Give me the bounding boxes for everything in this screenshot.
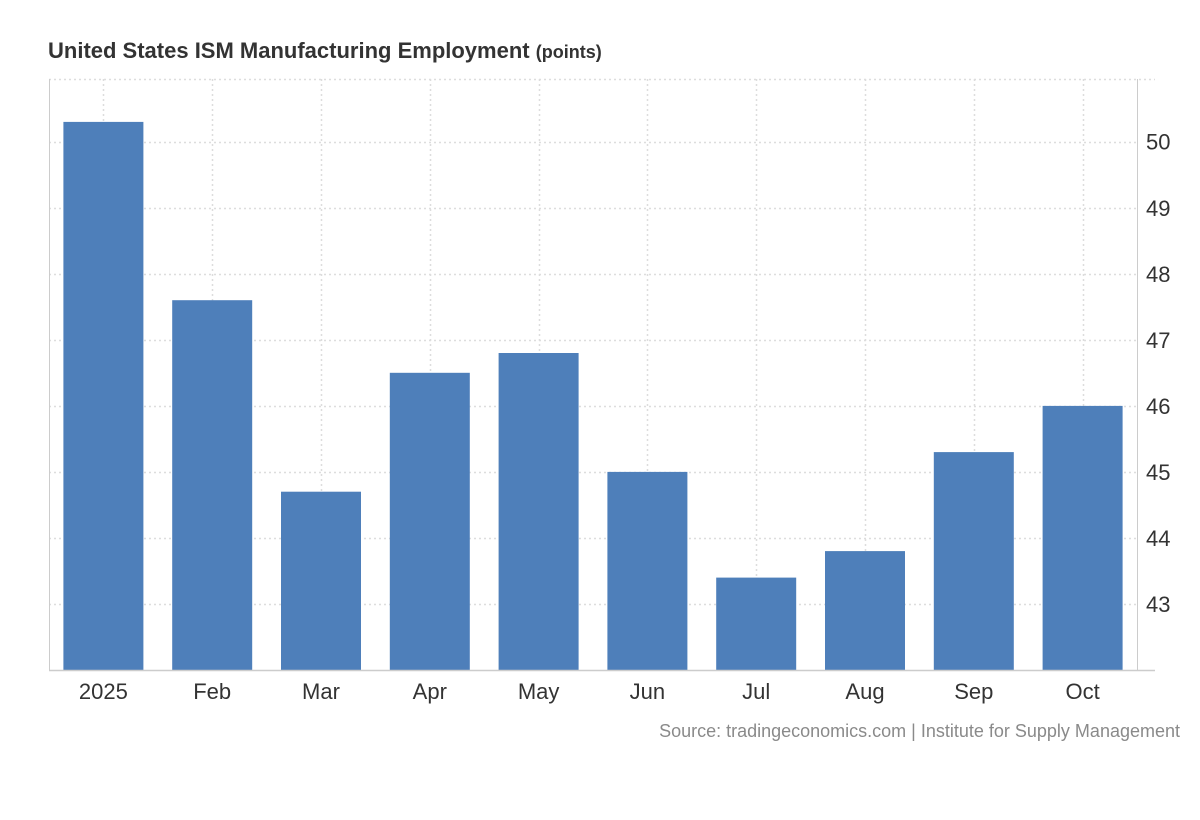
x-tick-label: Jul: [742, 679, 770, 704]
chart-title-text: United States ISM Manufacturing Employme…: [48, 38, 530, 63]
bar-may[interactable]: [498, 353, 579, 670]
bar-jul[interactable]: [716, 577, 797, 670]
y-tick-label: 45: [1146, 460, 1170, 485]
y-tick-label: 46: [1146, 394, 1170, 419]
bar-feb[interactable]: [172, 300, 253, 670]
y-tick-label: 43: [1146, 592, 1170, 617]
y-tick-label: 49: [1146, 196, 1170, 221]
x-tick-label: Feb: [193, 679, 231, 704]
bar-aug[interactable]: [825, 551, 905, 670]
y-tick-label: 50: [1146, 130, 1170, 155]
y-tick-label: 44: [1146, 526, 1170, 551]
x-tick-label: Oct: [1065, 679, 1099, 704]
x-tick-label: Aug: [845, 679, 884, 704]
source-note: Source: tradingeconomics.com | Institute…: [659, 721, 1180, 741]
x-tick-label: Sep: [954, 679, 993, 704]
bars: [63, 121, 1123, 670]
bar-2025[interactable]: [63, 121, 144, 670]
bar-sep[interactable]: [933, 452, 1014, 670]
x-tick-label: May: [518, 679, 560, 704]
chart-title: United States ISM Manufacturing Employme…: [48, 38, 602, 64]
bar-jun[interactable]: [607, 471, 688, 670]
x-tick-label: Mar: [302, 679, 340, 704]
y-tick-label: 48: [1146, 262, 1170, 287]
bar-oct[interactable]: [1042, 405, 1123, 670]
bar-apr[interactable]: [389, 372, 470, 670]
chart-unit-label: (points): [535, 42, 602, 62]
x-tick-label: Apr: [413, 679, 447, 704]
tick-labels: 43 44 45 46 47 48 49 50 2025 Feb Mar Apr May Jun Jul Au…: [79, 130, 1171, 704]
x-tick-label: 2025: [79, 679, 128, 704]
x-tick-label: Jun: [630, 679, 665, 704]
axes: [49, 79, 1155, 672]
y-tick-label: 47: [1146, 328, 1170, 353]
bar-mar[interactable]: [281, 491, 361, 670]
